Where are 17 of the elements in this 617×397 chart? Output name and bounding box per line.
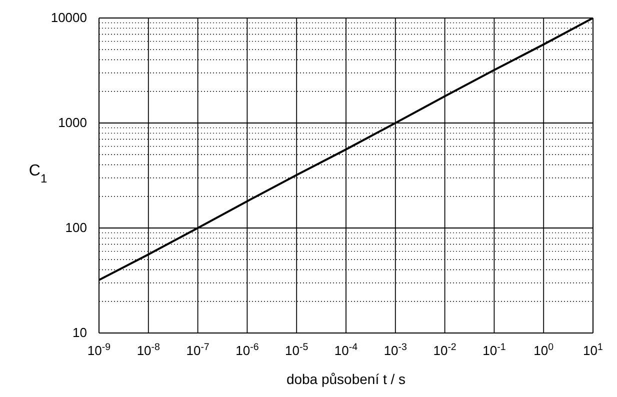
x-tick-label: 10$^{-7}$	[186, 342, 210, 358]
x-tick-label: 10$^{-6}$	[236, 342, 259, 358]
y-tick-label: 1000	[58, 115, 87, 130]
x-tick-label: 10$^{-9}$	[87, 342, 111, 358]
x-tick-label: 10$^{-1}$	[482, 342, 506, 358]
x-tick-label: 10$^{-4}$	[334, 342, 358, 358]
y-tick-label: 100	[65, 220, 87, 235]
x-tick-label: 10$^{-8}$	[136, 342, 160, 358]
y-tick-label: 10	[72, 325, 87, 340]
y-axis-title: C$_{1}$	[28, 162, 48, 186]
x-tick-label: 10$^{-3}$	[384, 342, 407, 358]
x-axis-title: doba působení t / s	[286, 371, 406, 387]
x-tick-label: 10$^{1}$	[583, 342, 603, 358]
x-tick-label: 10$^{-2}$	[433, 342, 456, 358]
x-tick-label: 10$^{-5}$	[285, 342, 309, 358]
y-tick-label: 10000	[50, 10, 87, 25]
x-tick-label: 10$^{0}$	[534, 342, 554, 358]
